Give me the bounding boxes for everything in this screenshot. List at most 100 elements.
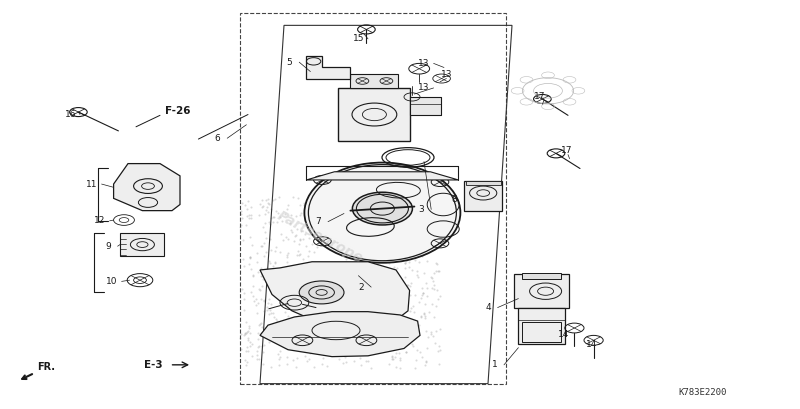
Point	[404, 197, 417, 203]
Point	[366, 294, 379, 301]
Point	[387, 274, 400, 281]
Point	[248, 297, 261, 304]
Point	[244, 289, 257, 295]
Point	[345, 201, 358, 208]
Point	[242, 337, 254, 343]
Point	[354, 335, 367, 342]
Bar	[338, 88, 410, 141]
Point	[274, 334, 286, 341]
Point	[254, 286, 266, 293]
Point	[258, 297, 270, 304]
Point	[346, 346, 359, 352]
Point	[414, 314, 427, 321]
Point	[354, 336, 366, 342]
Point	[346, 278, 358, 285]
Point	[296, 317, 309, 323]
Point	[297, 262, 310, 269]
Point	[268, 214, 281, 220]
Point	[254, 321, 266, 327]
Point	[422, 197, 434, 203]
Point	[290, 355, 303, 361]
Point	[320, 236, 333, 242]
Point	[405, 341, 418, 348]
Point	[274, 353, 286, 360]
Point	[386, 297, 399, 303]
Point	[316, 231, 329, 238]
Point	[246, 273, 259, 279]
Point	[420, 279, 433, 286]
Point	[270, 290, 282, 296]
Point	[357, 340, 370, 347]
Point	[240, 362, 253, 369]
Point	[412, 274, 425, 280]
Point	[325, 339, 338, 346]
Point	[327, 263, 340, 269]
Point	[334, 343, 346, 349]
Point	[334, 351, 347, 357]
Point	[407, 343, 420, 349]
Point	[272, 210, 285, 216]
Point	[239, 330, 252, 337]
Point	[417, 290, 430, 297]
Point	[381, 328, 394, 335]
Point	[328, 239, 341, 246]
Point	[345, 213, 358, 220]
Point	[250, 296, 262, 302]
Point	[241, 359, 254, 365]
Point	[316, 298, 329, 304]
Point	[426, 234, 438, 241]
Point	[420, 293, 433, 299]
Point	[318, 322, 331, 329]
Point	[345, 302, 358, 308]
Point	[346, 230, 359, 237]
Point	[294, 210, 307, 216]
Point	[434, 293, 446, 299]
Point	[390, 211, 403, 218]
Ellipse shape	[352, 192, 413, 225]
Point	[345, 225, 358, 232]
Point	[381, 303, 394, 309]
Point	[399, 201, 412, 208]
Point	[337, 221, 350, 227]
Point	[406, 267, 418, 274]
Point	[424, 329, 437, 336]
Point	[288, 346, 301, 353]
Point	[386, 267, 399, 274]
Point	[333, 356, 346, 362]
Point	[322, 343, 335, 350]
Point	[317, 237, 330, 243]
Point	[433, 360, 446, 367]
Point	[413, 259, 426, 265]
Point	[297, 310, 310, 316]
Point	[258, 341, 270, 348]
Point	[404, 256, 417, 263]
Bar	[350, 74, 398, 88]
Point	[418, 205, 431, 211]
Point	[401, 248, 414, 255]
Point	[364, 338, 377, 345]
Point	[290, 364, 302, 371]
Point	[360, 358, 373, 364]
Point	[296, 268, 309, 275]
Point	[263, 201, 276, 208]
Point	[364, 250, 377, 257]
Point	[264, 364, 277, 371]
Point	[398, 264, 411, 271]
Point	[297, 284, 310, 291]
Text: 12: 12	[94, 216, 106, 225]
Point	[348, 288, 361, 294]
Point	[293, 252, 306, 258]
Point	[273, 194, 286, 201]
Point	[404, 253, 417, 259]
Point	[309, 217, 322, 224]
Point	[377, 297, 390, 303]
Point	[250, 348, 263, 354]
Point	[370, 229, 383, 236]
Point	[236, 256, 249, 263]
Point	[387, 226, 400, 232]
Point	[427, 277, 440, 284]
Point	[309, 335, 322, 341]
Point	[417, 251, 430, 257]
Point	[329, 298, 342, 304]
Point	[242, 261, 255, 267]
